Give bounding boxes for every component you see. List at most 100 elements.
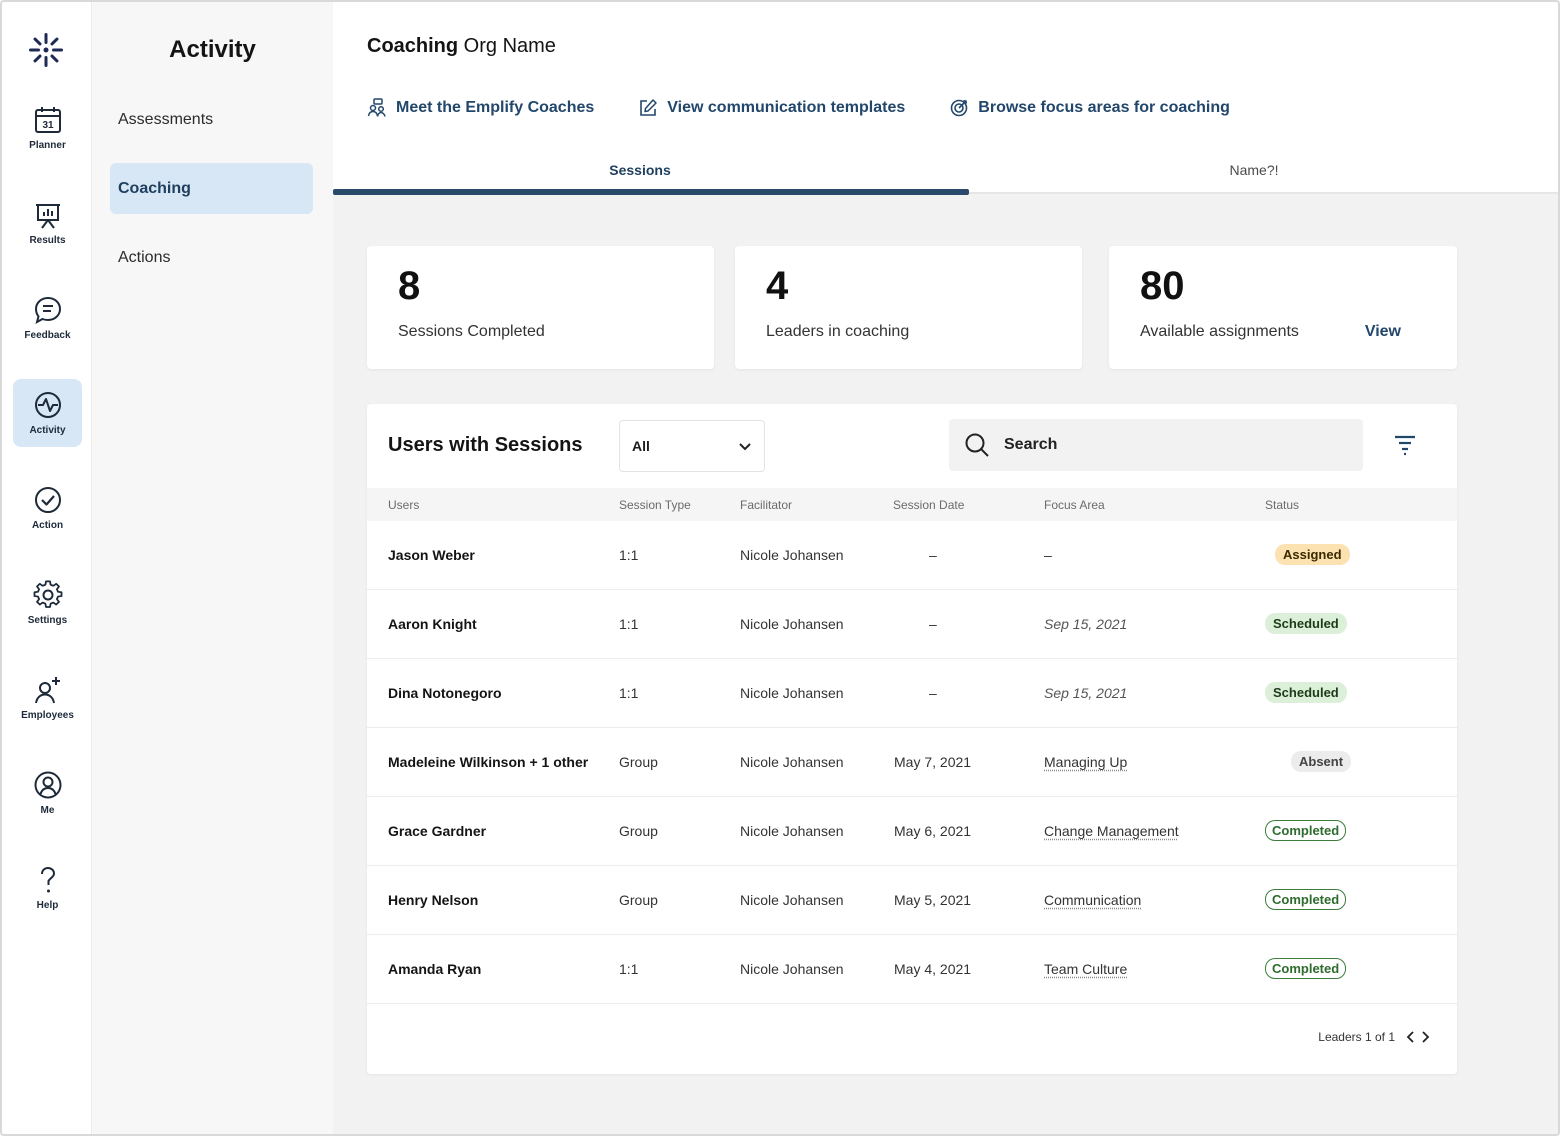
session-filter-select[interactable]: All: [619, 420, 765, 472]
quick-links: Meet the Emplify Coaches View communicat…: [367, 98, 1230, 118]
icon-rail: 31 Planner Results Feedback: [2, 2, 92, 1134]
stat-card-available-assignments: 80 Available assignments View: [1109, 246, 1457, 369]
facilitator: Nicole Johansen: [740, 961, 844, 977]
rail-item-action[interactable]: Action: [13, 474, 82, 542]
user-name[interactable]: Amanda Ryan: [388, 961, 482, 977]
user-name[interactable]: Aaron Knight: [388, 616, 477, 632]
rail-label: Results: [29, 235, 66, 246]
status-badge: Assigned: [1275, 544, 1350, 565]
chevron-left-icon[interactable]: [1405, 1030, 1416, 1044]
rail-item-planner[interactable]: 31 Planner: [13, 94, 82, 162]
rail-item-help[interactable]: Help: [13, 854, 82, 922]
page-title-bold: Coaching: [367, 35, 459, 57]
users-with-sessions-panel: Users with Sessions All: [367, 404, 1457, 1074]
page-title-rest: Org Name: [458, 35, 556, 57]
focus-area[interactable]: Team Culture: [1044, 961, 1128, 977]
session-type: 1:1: [619, 685, 639, 701]
focus-areas-link[interactable]: Browse focus areas for coaching: [949, 98, 1230, 118]
meet-coaches-label: Meet the Emplify Coaches: [396, 99, 595, 116]
table-row[interactable]: Henry Nelson Group Nicole Johansen May 5…: [367, 866, 1457, 935]
stat-label: Available assignments: [1140, 323, 1299, 340]
rail-item-results[interactable]: Results: [13, 189, 82, 257]
user-name[interactable]: Dina Notonegoro: [388, 685, 502, 701]
rail-item-feedback[interactable]: Feedback: [13, 284, 82, 352]
rail-label: Activity: [29, 425, 66, 436]
stat-value: 4: [766, 264, 789, 308]
question-icon: [40, 866, 55, 893]
table-row[interactable]: Grace Gardner Group Nicole Johansen May …: [367, 797, 1457, 866]
select-value: All: [632, 438, 650, 454]
edit-icon: [640, 99, 658, 116]
calendar-icon: 31: [34, 107, 61, 133]
panel-title: Users with Sessions: [388, 434, 583, 456]
subnav-item-coaching[interactable]: Coaching: [110, 163, 313, 214]
rail-label: Help: [36, 900, 59, 911]
tab-sessions[interactable]: Sessions: [609, 162, 671, 178]
profile-icon: [34, 771, 61, 799]
chat-bubble-icon: [34, 296, 61, 325]
meet-coaches-link[interactable]: Meet the Emplify Coaches: [367, 98, 594, 118]
subnav-item-assessments[interactable]: Assessments: [118, 110, 214, 128]
table-row[interactable]: Madeleine Wilkinson + 1 other Group Nico…: [367, 728, 1457, 797]
column-header-facilitator[interactable]: Facilitator: [740, 498, 793, 512]
status-badge: Absent: [1291, 751, 1352, 772]
user-name[interactable]: Madeleine Wilkinson + 1 other: [388, 754, 589, 770]
add-user-icon: [34, 677, 60, 704]
column-header-users[interactable]: Users: [388, 498, 420, 512]
column-header-session-date[interactable]: Session Date: [893, 498, 965, 512]
session-type: 1:1: [619, 547, 639, 563]
user-name[interactable]: Henry Nelson: [388, 892, 479, 908]
section-title: Activity: [169, 36, 256, 63]
subnav-item-actions[interactable]: Actions: [118, 248, 171, 266]
emplify-logo-icon[interactable]: [24, 28, 68, 72]
chevron-right-icon[interactable]: [1420, 1030, 1431, 1044]
column-header-status[interactable]: Status: [1265, 498, 1300, 512]
session-date: –: [929, 547, 937, 563]
focus-area[interactable]: Change Management: [1044, 823, 1179, 839]
stat-label: Sessions Completed: [398, 323, 545, 340]
session-date: –: [929, 616, 937, 632]
session-date: –: [929, 685, 937, 701]
tab-bar: Sessions Name?!: [333, 152, 1558, 196]
user-name[interactable]: Grace Gardner: [388, 823, 487, 839]
status-badge: Completed: [1265, 958, 1347, 979]
search-input[interactable]: [1004, 436, 1344, 454]
pagination: Leaders 1 of 1: [1318, 1030, 1431, 1044]
rail-item-activity[interactable]: Activity: [13, 379, 82, 447]
facilitator: Nicole Johansen: [740, 754, 844, 770]
page-title: Coaching Org Name: [367, 35, 556, 58]
column-header-session-type[interactable]: Session Type: [619, 498, 691, 512]
filter-icon[interactable]: [1391, 430, 1419, 458]
communication-templates-link[interactable]: View communication templates: [638, 98, 905, 118]
tab-name[interactable]: Name?!: [1229, 162, 1279, 178]
status-badge: Completed: [1265, 889, 1347, 910]
rail-item-settings[interactable]: Settings: [13, 569, 82, 637]
secondary-nav: Activity Assessments Coaching Actions: [92, 2, 333, 1134]
focus-area: –: [1044, 547, 1052, 563]
session-date: May 6, 2021: [894, 823, 972, 839]
focus-area[interactable]: Managing Up: [1044, 754, 1128, 770]
check-circle-icon: [34, 487, 61, 513]
user-name[interactable]: Jason Weber: [388, 547, 475, 563]
focus-areas-label: Browse focus areas for coaching: [978, 99, 1230, 116]
coaches-icon: [367, 98, 386, 117]
table-row[interactable]: Jason Weber 1:1 Nicole Johansen – – Assi…: [367, 521, 1457, 590]
rail-item-me[interactable]: Me: [13, 759, 82, 827]
stat-card-sessions-completed: 8 Sessions Completed: [367, 246, 714, 369]
status-badge: Scheduled: [1265, 682, 1347, 703]
rail-label: Feedback: [24, 330, 71, 341]
facilitator: Nicole Johansen: [740, 616, 844, 632]
view-assignments-link[interactable]: View: [1364, 323, 1401, 340]
presentation-chart-icon: [35, 204, 60, 229]
session-date: May 7, 2021: [894, 754, 972, 770]
table-row[interactable]: Dina Notonegoro 1:1 Nicole Johansen – Se…: [367, 659, 1457, 728]
table-row[interactable]: Aaron Knight 1:1 Nicole Johansen – Sep 1…: [367, 590, 1457, 659]
table-row[interactable]: Amanda Ryan 1:1 Nicole Johansen May 4, 2…: [367, 935, 1457, 1004]
search-icon: [965, 433, 989, 457]
rail-item-employees[interactable]: Employees: [13, 664, 82, 732]
stat-value: 80: [1140, 264, 1185, 308]
session-type: Group: [619, 823, 658, 839]
column-header-focus-area[interactable]: Focus Area: [1044, 498, 1105, 512]
focus-area[interactable]: Communication: [1044, 892, 1142, 908]
status-badge: Scheduled: [1265, 613, 1347, 634]
